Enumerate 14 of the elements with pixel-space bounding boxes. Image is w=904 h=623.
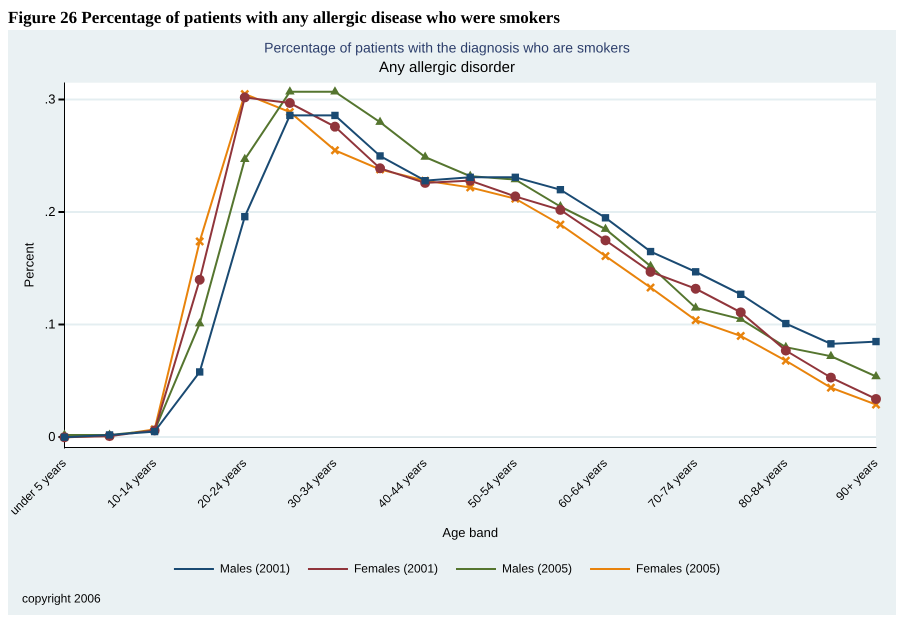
- text: copyright 2006: [22, 591, 102, 606]
- x-axis-title: Age band: [442, 524, 498, 540]
- y-tick-label: 0: [48, 428, 56, 444]
- legend-label: Males (2005): [502, 561, 572, 576]
- y-tick-label: .2: [44, 204, 56, 219]
- legend-label: Males (2001): [220, 561, 290, 576]
- caption: Figure 26 Percentage of patients with any allergic disease who were smokers: [8, 8, 561, 29]
- chart-title: Percentage of patients with the diagnosis who are smokers: [264, 39, 630, 56]
- y-tick-label: .3: [44, 91, 56, 106]
- y-tick-label: .1: [44, 316, 56, 332]
- y-axis-title: Percent: [21, 242, 36, 288]
- chart-subtitle: Any allergic disorder: [379, 58, 515, 76]
- legend-label: Females (2001): [354, 561, 438, 576]
- legend-label: Females (2005): [636, 561, 720, 576]
